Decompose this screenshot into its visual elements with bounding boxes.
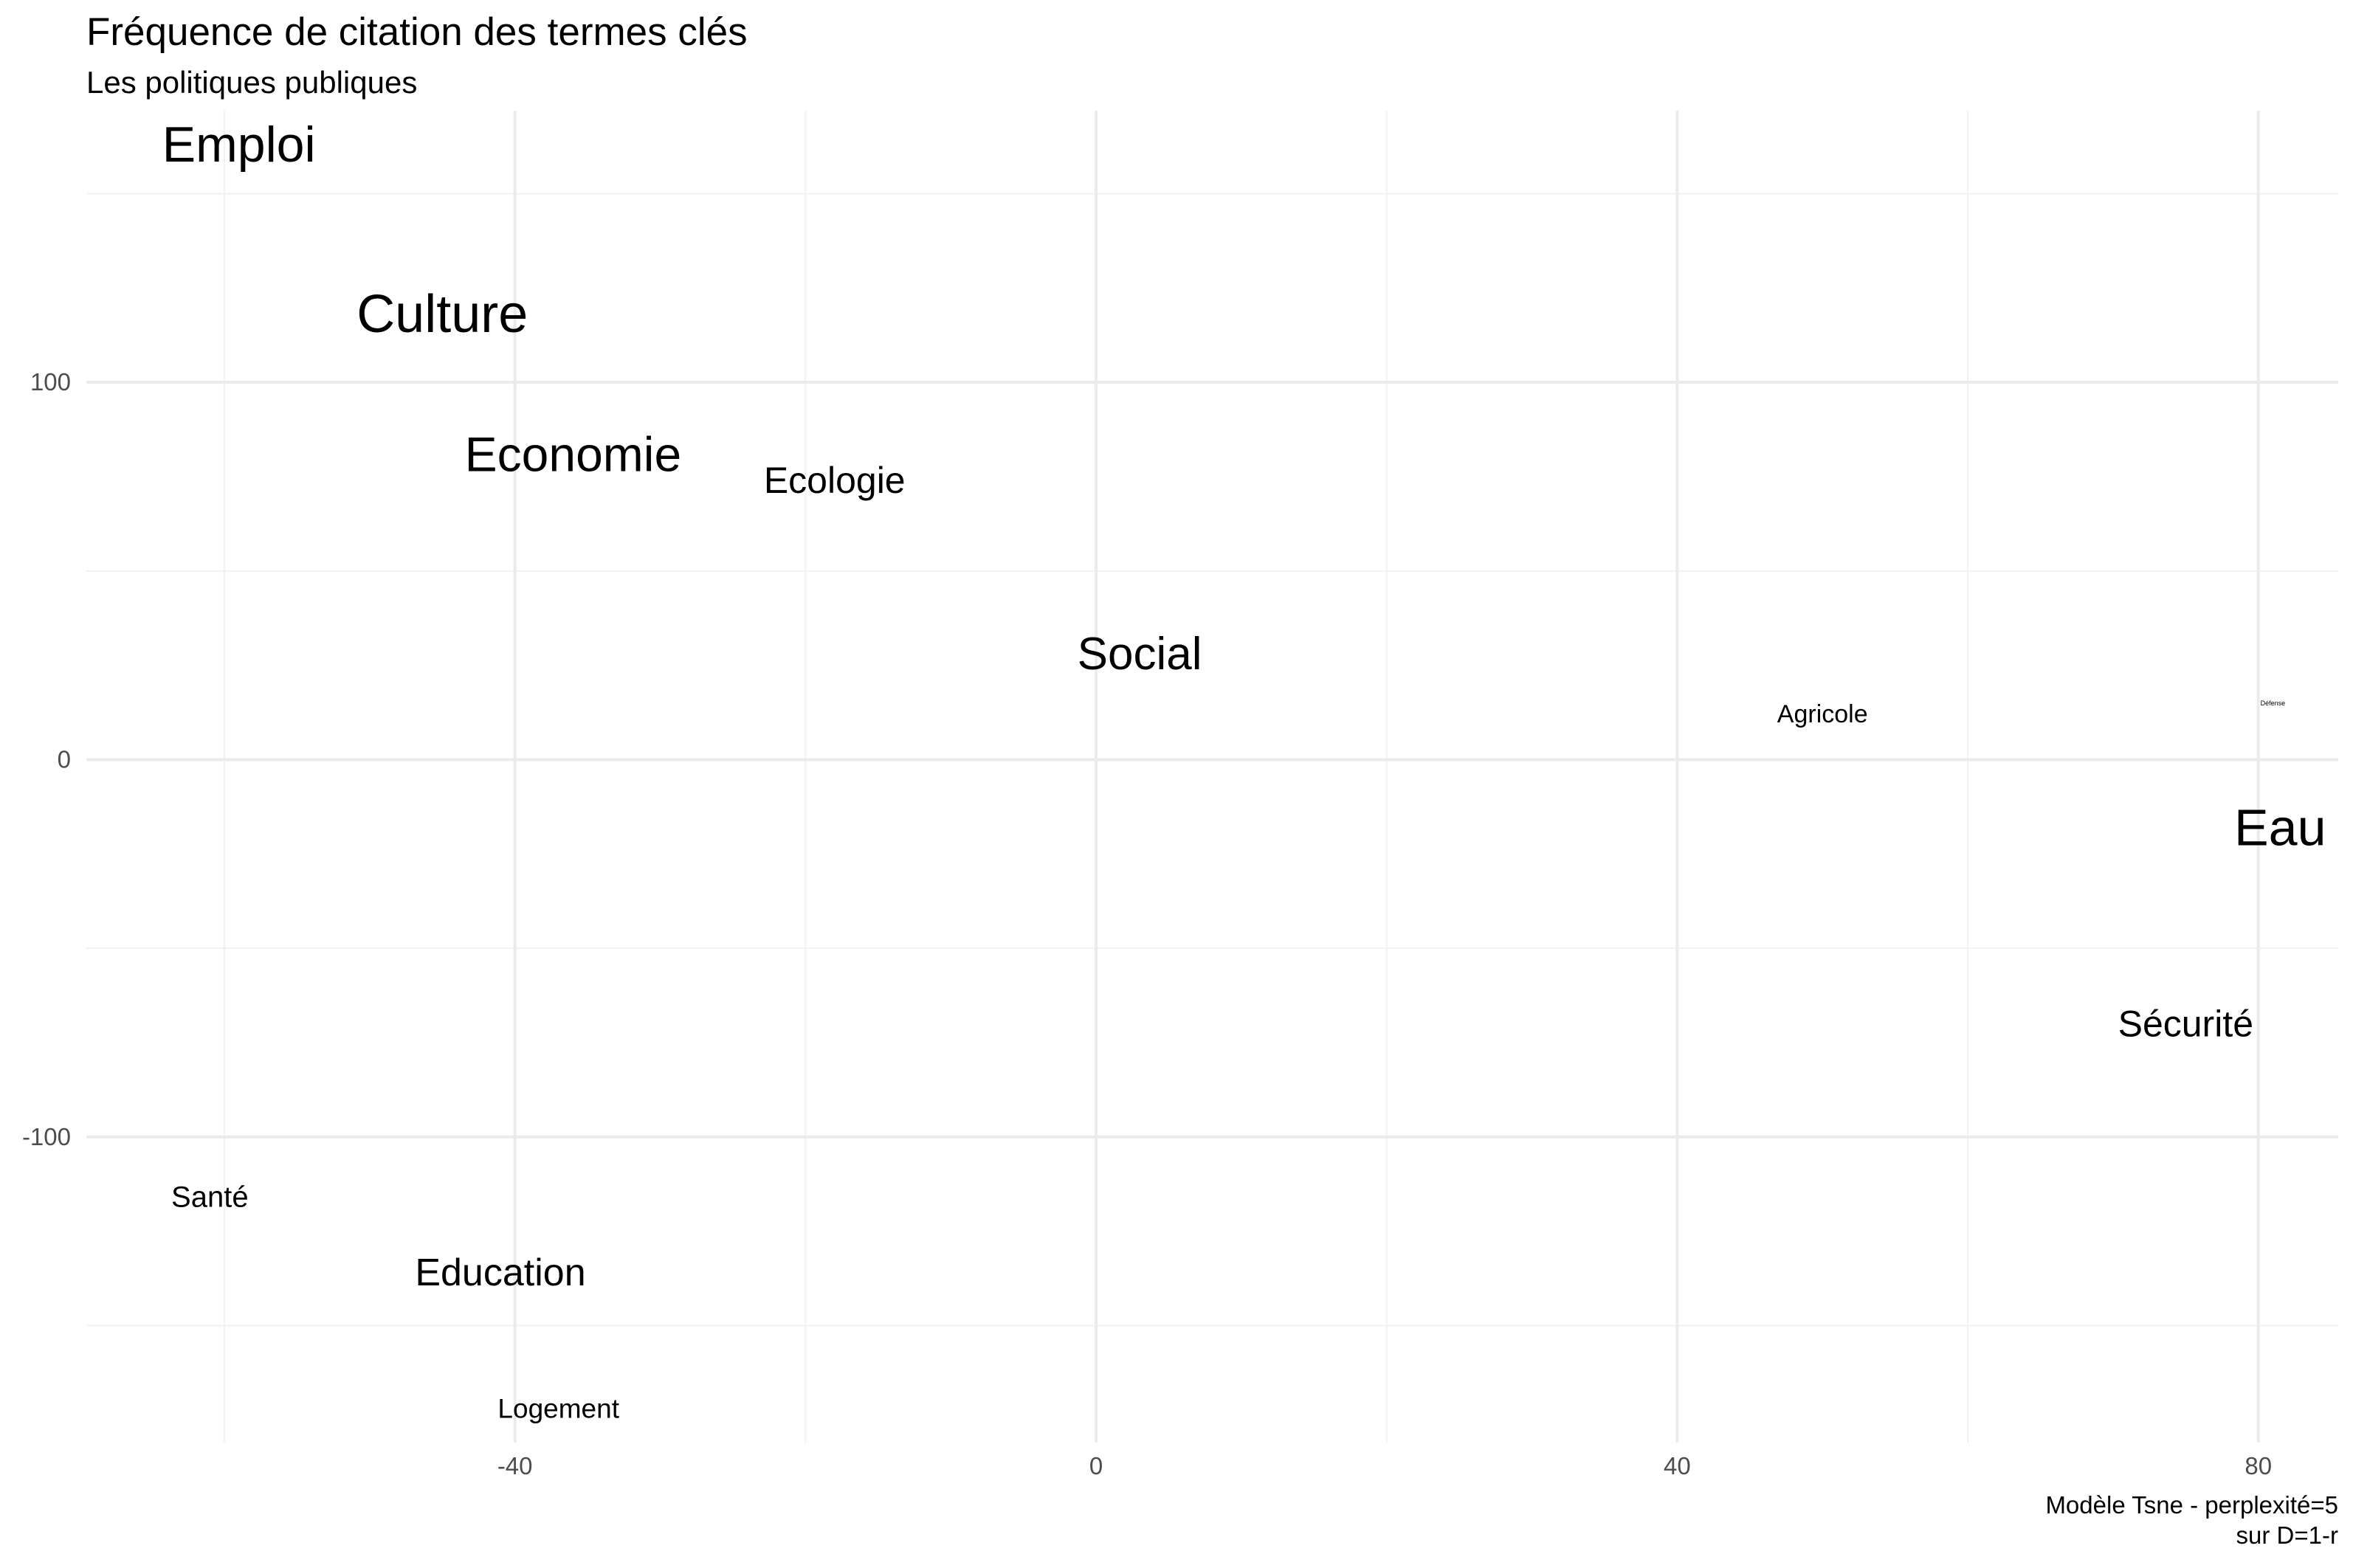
y-tick-label: 100	[30, 368, 71, 396]
word-education: Education	[415, 1251, 585, 1294]
x-tick-label: 40	[1664, 1452, 1691, 1479]
word-eau: Eau	[2234, 799, 2326, 857]
word-culture: Culture	[356, 285, 528, 344]
word-sante: Santé	[171, 1181, 249, 1214]
word-emploi: Emploi	[162, 117, 316, 173]
minor-gridlines	[86, 111, 2338, 1443]
word-defense: Défense	[2261, 700, 2286, 707]
word-ecologie: Ecologie	[764, 460, 906, 501]
caption-model: Modèle Tsne - perplexité=5	[2045, 1491, 2338, 1519]
y-tick-label: 0	[58, 745, 71, 773]
chart-title: Fréquence de citation des termes clés	[86, 10, 748, 54]
x-axis-tick-labels: -40 0 40 80	[497, 1452, 2272, 1479]
word-economie: Economie	[465, 426, 682, 481]
y-tick-label: -100	[22, 1123, 71, 1150]
word-labels: Emploi Culture Economie Ecologie Social Agric…	[162, 117, 2326, 1423]
word-securite: Sécurité	[2118, 1003, 2253, 1044]
caption-distance: sur D=1-r	[2236, 1522, 2338, 1549]
x-tick-label: -40	[497, 1452, 533, 1479]
x-tick-label: 0	[1089, 1452, 1103, 1479]
word-social: Social	[1078, 629, 1202, 680]
word-agricole: Agricole	[1777, 700, 1868, 728]
chart-subtitle: Les politiques publiques	[86, 65, 418, 100]
word-logement: Logement	[497, 1393, 619, 1423]
major-gridlines	[86, 111, 2338, 1443]
y-axis-tick-labels: -100 0 100	[22, 368, 71, 1150]
x-tick-label: 80	[2245, 1452, 2272, 1479]
